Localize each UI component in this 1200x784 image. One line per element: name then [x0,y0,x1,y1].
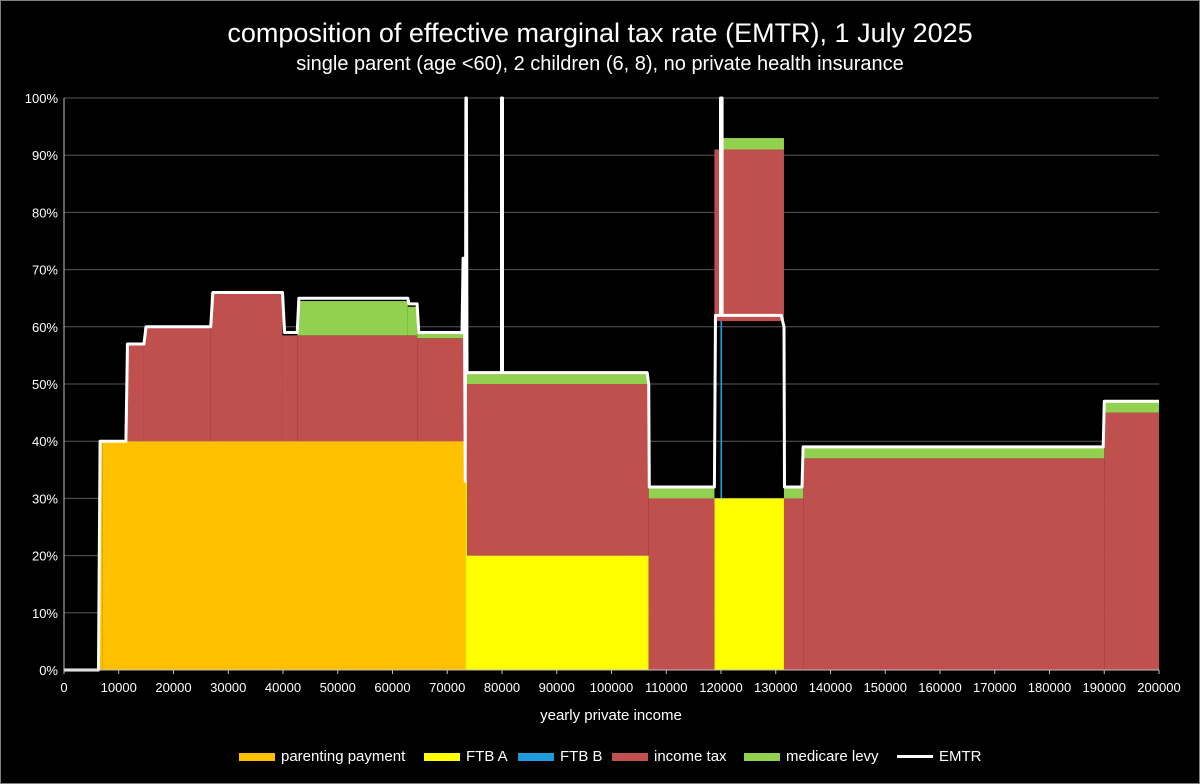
x-tick-label: 170000 [973,680,1016,695]
legend-swatch-parenting-payment [239,752,275,761]
y-tick-label: 90% [32,148,58,163]
legend-item-income-tax: income tax [612,748,727,765]
segment-medicare-levy [648,486,715,499]
x-tick-label: 160000 [918,680,961,695]
segment-parenting-payment [99,441,103,670]
legend: parenting payment FTB A FTB B income tax… [0,748,1200,768]
segment-ftb-b [720,321,723,499]
y-tick-label: 50% [32,377,58,392]
segment-income-tax [714,149,784,322]
segment-income-tax [783,498,804,670]
legend-swatch-ftb-a [424,752,460,761]
segment-income-tax [803,458,1105,670]
x-tick-label: 10000 [101,680,137,695]
segment-income-tax [125,343,144,442]
legend-swatch-income-tax [612,752,648,761]
y-tick-label: 30% [32,491,58,506]
legend-item-ftb-a: FTB A [424,748,508,765]
segment-medicare-levy [1104,401,1159,413]
axis-layer: 0% 10% 20% 30% 40% 50% 60% 70% 80% 90% 100% 0 10000 2… [25,91,1181,695]
y-tick-label: 20% [32,549,58,564]
y-tick-label: 10% [32,606,58,621]
segment-medicare-levy [297,301,408,336]
segment-income-tax [648,498,715,670]
emtr-line [64,96,1159,672]
x-tick-label: 30000 [210,680,246,695]
x-tick-label: 0 [60,680,67,695]
x-tick-label: 150000 [864,680,907,695]
y-tick-label: 70% [32,263,58,278]
x-tick-label: 70000 [429,680,465,695]
segment-income-tax [143,326,211,442]
segment-parenting-payment [102,441,466,670]
x-tick-label: 120000 [699,680,742,695]
x-tick-label: 50000 [320,680,356,695]
segment-income-tax [210,292,283,442]
y-tick-label: 60% [32,320,58,335]
legend-swatch-medicare-levy [744,752,780,761]
segment-medicare-levy [407,306,418,336]
stacked-area-layer [99,138,1159,670]
segment-medicare-levy [417,332,466,339]
segment-ftb-a [465,481,467,670]
x-tick-label: 60000 [374,680,410,695]
chart-subtitle: single parent (age <60), 2 children (6, … [296,53,904,75]
segment-income-tax [297,335,418,442]
y-tick-label: 0% [39,663,58,678]
segment-ftb-a [714,498,784,670]
legend-item-emtr: EMTR [897,748,982,765]
chart-title: composition of effective marginal tax ra… [227,18,973,48]
legend-label-emtr: EMTR [939,748,982,765]
legend-swatch-ftb-b [518,752,554,761]
legend-label-ftb-a: FTB A [466,748,508,765]
y-tick-label: 100% [25,91,59,106]
legend-item-medicare-levy: medicare levy [744,748,879,765]
y-tick-label: 80% [32,205,58,220]
x-tick-label: 80000 [484,680,520,695]
x-axis-label: yearly private income [540,707,682,724]
x-tick-label: 100000 [590,680,633,695]
segment-income-tax [1104,412,1159,670]
legend-label-ftb-b: FTB B [560,748,603,765]
segment-medicare-levy [466,372,649,384]
segment-medicare-levy [783,486,804,499]
segment-ftb-a [466,555,649,670]
legend-label-medicare-levy: medicare levy [786,748,879,765]
x-tick-label: 90000 [539,680,575,695]
legend-label-parenting-payment: parenting payment [281,748,406,765]
legend-label-income-tax: income tax [654,748,727,765]
emtr-line-layer [64,96,1159,672]
x-tick-label: 140000 [809,680,852,695]
x-tick-label: 40000 [265,680,301,695]
legend-swatch-emtr [897,755,933,758]
x-tick-label: 130000 [754,680,797,695]
x-tick-label: 200000 [1137,680,1180,695]
x-tick-label: 180000 [1028,680,1071,695]
segment-medicare-levy [720,138,784,150]
legend-item-parenting-payment: parenting payment [239,748,405,765]
segment-income-tax [466,384,649,556]
legend-item-ftb-b: FTB B [518,748,603,765]
segment-medicare-levy [803,446,1105,459]
x-tick-label: 190000 [1083,680,1126,695]
x-tick-label: 110000 [645,680,687,695]
y-tick-label: 40% [32,434,58,449]
x-tick-label: 20000 [155,680,191,695]
segment-income-tax [417,338,466,442]
segment-income-tax [282,335,298,442]
